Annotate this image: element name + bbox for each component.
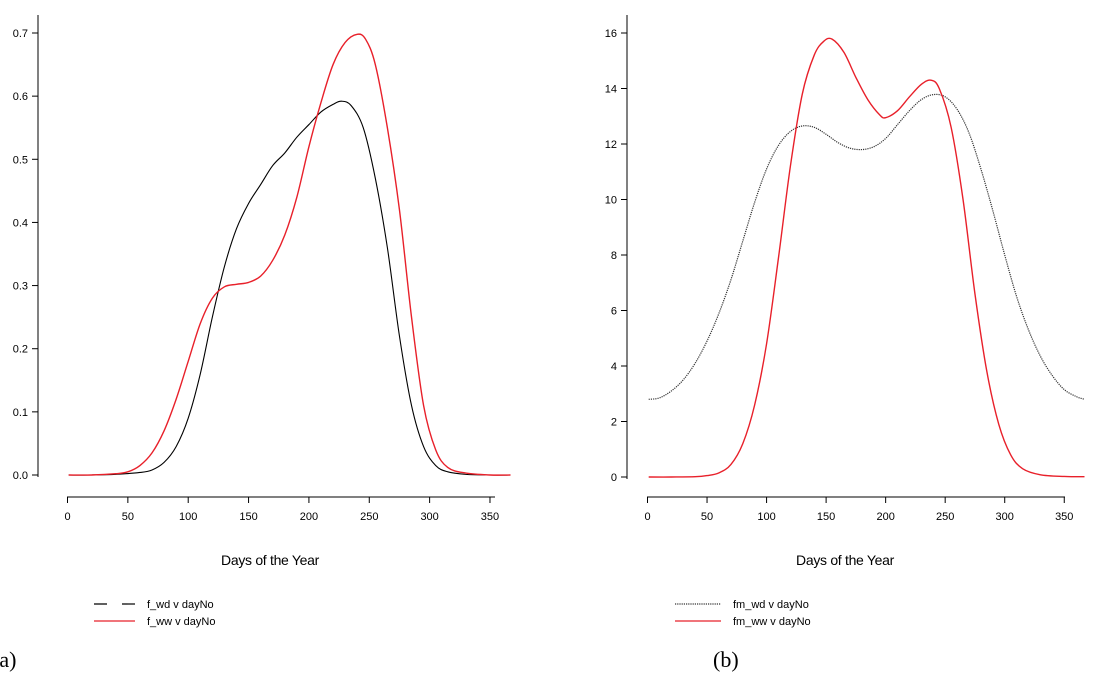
x-tick-label: 350	[481, 511, 499, 523]
y-tick-label: 8	[611, 250, 617, 262]
y-tick-label: 10	[605, 195, 617, 207]
y-tick-label: 16	[605, 28, 617, 40]
legend-label-1: f_wd v dayNo	[147, 599, 214, 611]
y-tick-label: 4	[611, 361, 617, 373]
x-tick-label: 50	[122, 511, 134, 523]
x-tick-label: 50	[701, 511, 713, 523]
x-tick-label: 200	[300, 511, 318, 523]
x-tick-label: 150	[239, 511, 257, 523]
y-tick-label: 0.6	[13, 91, 28, 103]
x-tick-label: 0	[644, 511, 650, 523]
legend: f_wd v dayNo f_ww v dayNo	[94, 599, 215, 628]
y-tick-label: 2	[611, 417, 617, 429]
x-tick-label: 300	[420, 511, 438, 523]
legend-label-2: fm_ww v dayNo	[733, 616, 811, 628]
x-tick-label: 100	[179, 511, 197, 523]
x-tick-label: 350	[1055, 511, 1073, 523]
x-tick-label: 250	[936, 511, 954, 523]
x-tick-label: 300	[996, 511, 1014, 523]
y-tick-label: 0.5	[13, 154, 28, 166]
x-tick-label: 0	[64, 511, 70, 523]
panel-label: (b)	[713, 647, 739, 672]
y-tick-label: 0.2	[13, 344, 28, 356]
series-line-1	[68, 100, 511, 476]
y-tick-label: 0.0	[13, 470, 28, 482]
x-tick-label: 250	[360, 511, 378, 523]
y-tick-label: 12	[605, 139, 617, 151]
y-tick-label: 14	[605, 84, 617, 96]
series-line-2	[68, 33, 511, 476]
x-tick-label: 100	[757, 511, 775, 523]
legend-label-2: f_ww v dayNo	[147, 616, 215, 628]
y-tick-label: 0.3	[13, 281, 28, 293]
x-axis-label: Days of the Year	[796, 552, 895, 568]
y-tick-label: 0.1	[13, 407, 28, 419]
chart-panel-a: 0.0 0.1 0.2 0.3 0.4 0.5 0.6 0.7 0 50 100 150 200 250 3…	[0, 15, 511, 672]
y-tick-label: 0.4	[13, 217, 28, 229]
legend-label-1: fm_wd v dayNo	[733, 599, 809, 611]
x-tick-label: 150	[817, 511, 835, 523]
panel-label: (a)	[0, 647, 16, 672]
x-tick-label: 200	[876, 511, 894, 523]
series-line-1	[648, 93, 1085, 400]
x-axis-label: Days of the Year	[221, 552, 320, 568]
y-tick-label: 6	[611, 306, 617, 318]
chart-panel-b: 0 2 4 6 8 10 12 14 16 0 50 100 150 200 250 300 350 Days o…	[605, 15, 1085, 672]
legend: fm_wd v dayNo fm_ww v dayNo	[675, 599, 811, 628]
y-tick-label: 0.7	[13, 28, 28, 40]
series-line-2	[648, 37, 1085, 478]
y-tick-label: 0	[611, 472, 617, 484]
